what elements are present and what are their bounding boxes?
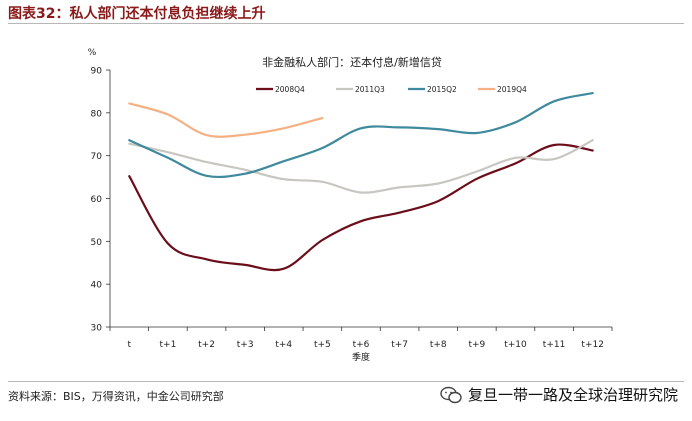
series-line-2011Q3 [128, 139, 594, 194]
x-tick-label: t+1 [160, 340, 177, 350]
y-axis-unit-label: % [88, 48, 97, 58]
x-tick-label: t+8 [430, 340, 447, 350]
watermark-text: 复旦一带一路及全球治理研究院 [467, 386, 678, 404]
x-tick-label: t+7 [391, 340, 408, 350]
x-tick-label: t+6 [353, 340, 370, 350]
source-note: 资料来源：BIS，万得资讯，中金公司研究部 [8, 390, 224, 403]
wechat-icon [440, 386, 462, 403]
line-chart: 非金融私人部门：还本付息/新增信贷 % 2008Q4 2011Q3 2015Q2 20… [88, 48, 613, 363]
y-axis: 30 40 50 60 70 80 90 [91, 67, 111, 334]
x-tick-label: t+9 [468, 340, 485, 350]
chart-legend: 2008Q4 2011Q3 2015Q2 2019Q4 [256, 85, 527, 94]
x-tick-label: t+4 [275, 340, 292, 350]
y-tick-label: 50 [91, 238, 103, 248]
y-tick-label: 70 [91, 152, 103, 162]
legend-label-2019Q4: 2019Q4 [497, 85, 527, 94]
x-tick-label: t+12 [581, 340, 604, 350]
x-tick-label: t+5 [314, 340, 331, 350]
title-divider [8, 23, 684, 24]
x-axis-label: 季度 [352, 351, 370, 363]
x-tick-label: t [128, 340, 132, 350]
x-tick-label: t+11 [543, 340, 566, 350]
y-tick-label: 90 [91, 67, 103, 77]
legend-label-2008Q4: 2008Q4 [275, 85, 305, 94]
series-line-2008Q4 [128, 143, 594, 272]
legend-label-2015Q2: 2015Q2 [427, 85, 457, 94]
figure-title: 图表32：私人部门还本付息负担继续上升 [8, 6, 266, 22]
y-tick-label: 30 [91, 324, 103, 334]
x-tick-label: t+3 [237, 340, 254, 350]
x-tick-label: t+2 [198, 340, 215, 350]
series-line-2015Q2 [128, 92, 594, 179]
x-axis: t t+1 t+2 t+3 t+4 t+5 t+6 t+7 t+8 t+9 t+10 t+11 t+12 [109, 326, 613, 350]
series-line-2019Q4 [128, 102, 324, 138]
footer-divider [8, 381, 684, 382]
y-tick-label: 60 [91, 195, 103, 205]
legend-label-2011Q3: 2011Q3 [355, 85, 385, 94]
chart-title: 非金融私人部门：还本付息/新增信贷 [262, 55, 442, 69]
y-tick-label: 40 [91, 281, 103, 291]
series-lines [128, 92, 594, 272]
watermark: 复旦一带一路及全球治理研究院 [440, 384, 678, 405]
x-tick-label: t+10 [504, 340, 527, 350]
y-tick-label: 80 [91, 109, 103, 119]
